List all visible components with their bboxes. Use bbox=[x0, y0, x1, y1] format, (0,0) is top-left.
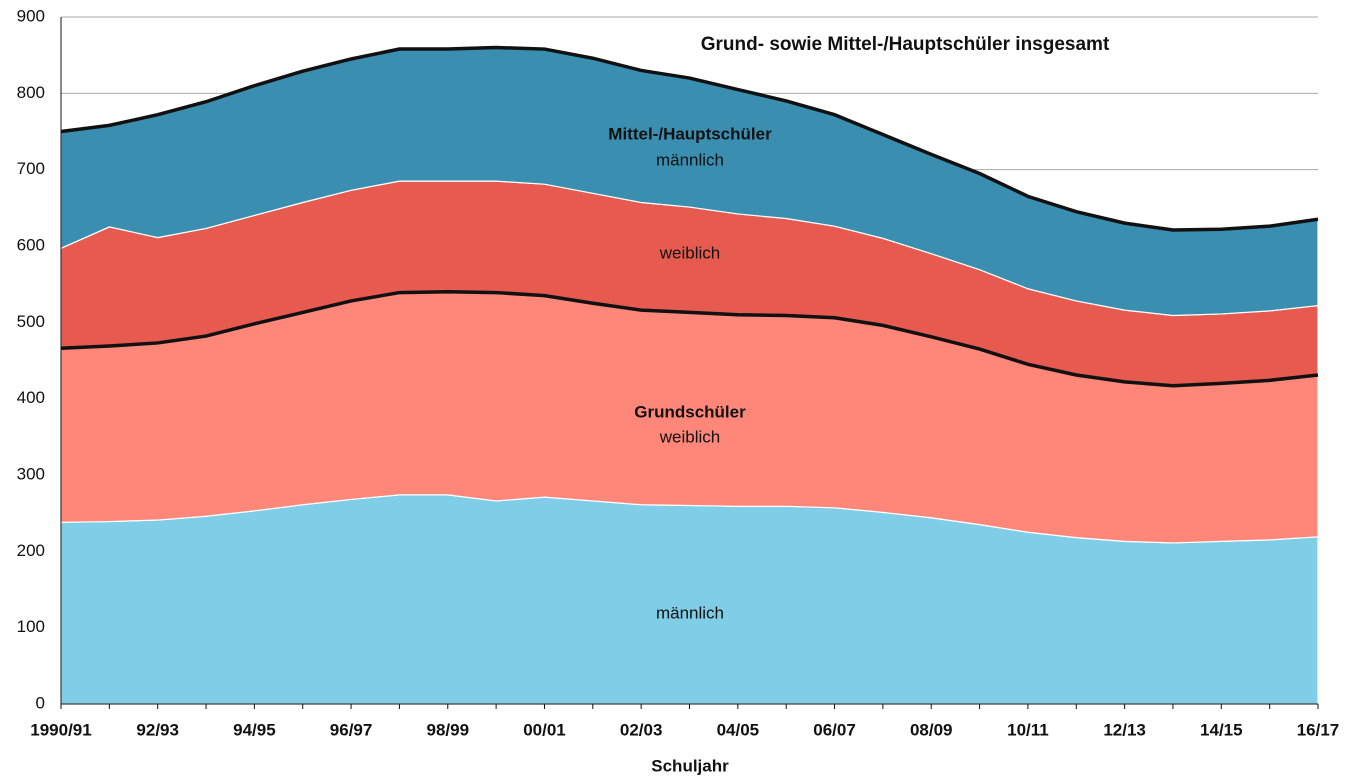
x-tick-label: 10/11 bbox=[1007, 720, 1049, 739]
y-tick-label: 800 bbox=[17, 83, 45, 102]
y-tick-label: 700 bbox=[17, 159, 45, 178]
y-tick-label: 0 bbox=[36, 693, 45, 712]
x-axis-label: Schuljahr bbox=[651, 756, 729, 775]
x-tick-label: 02/03 bbox=[620, 720, 663, 739]
y-tick-label: 500 bbox=[17, 312, 45, 331]
x-tick-label: 00/01 bbox=[523, 720, 566, 739]
series-label: weiblich bbox=[659, 243, 720, 262]
x-tick-label: 98/99 bbox=[426, 720, 469, 739]
y-tick-label: 900 bbox=[17, 6, 45, 25]
series-label: männlich bbox=[656, 150, 724, 169]
y-tick-label: 600 bbox=[17, 235, 45, 254]
group-label: Mittel-/Hauptschüler bbox=[608, 124, 772, 143]
y-tick-label: 200 bbox=[17, 541, 45, 560]
x-tick-label: 1990/91 bbox=[30, 720, 91, 739]
x-tick-label: 92/93 bbox=[136, 720, 179, 739]
group-label: Grundschüler bbox=[634, 402, 746, 421]
series-label: weiblich bbox=[659, 427, 720, 446]
y-tick-label: 400 bbox=[17, 388, 45, 407]
x-tick-label: 96/97 bbox=[330, 720, 373, 739]
x-tick-label: 04/05 bbox=[717, 720, 760, 739]
x-tick-label: 16/17 bbox=[1297, 720, 1340, 739]
chart-title: Grund- sowie Mittel-/Hauptschüler insges… bbox=[701, 34, 1110, 55]
x-tick-label: 12/13 bbox=[1103, 720, 1146, 739]
outline-line bbox=[60, 45, 1319, 232]
y-tick-label: 300 bbox=[17, 464, 45, 483]
x-tick-label: 06/07 bbox=[813, 720, 856, 739]
x-tick-label: 08/09 bbox=[910, 720, 953, 739]
x-tick-label: 14/15 bbox=[1200, 720, 1243, 739]
series-label: männlich bbox=[656, 603, 724, 622]
y-tick-label: 100 bbox=[17, 617, 45, 636]
x-tick-label: 94/95 bbox=[233, 720, 276, 739]
outline-line bbox=[60, 290, 1319, 388]
